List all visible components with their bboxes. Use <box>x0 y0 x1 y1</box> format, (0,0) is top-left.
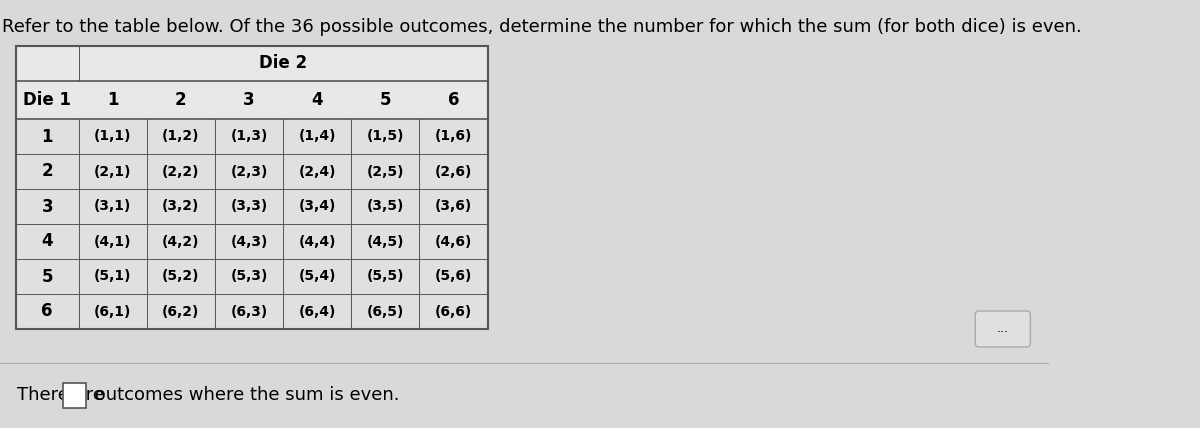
Text: 2: 2 <box>175 91 187 109</box>
Text: (2,6): (2,6) <box>434 164 473 178</box>
Text: 4: 4 <box>41 232 53 250</box>
Text: (4,3): (4,3) <box>230 235 268 249</box>
Text: 4: 4 <box>312 91 323 109</box>
Text: 3: 3 <box>244 91 254 109</box>
Text: (6,1): (6,1) <box>94 304 132 318</box>
Text: (3,3): (3,3) <box>230 199 268 214</box>
Bar <box>16 224 487 259</box>
Text: (3,1): (3,1) <box>94 199 132 214</box>
Text: 1: 1 <box>107 91 119 109</box>
Text: 2: 2 <box>41 163 53 181</box>
Text: (6,5): (6,5) <box>367 304 404 318</box>
Text: (4,1): (4,1) <box>94 235 132 249</box>
Text: 6: 6 <box>448 91 460 109</box>
Text: (5,2): (5,2) <box>162 270 199 283</box>
Text: (6,6): (6,6) <box>434 304 472 318</box>
Text: (2,1): (2,1) <box>94 164 132 178</box>
Text: ...: ... <box>997 323 1009 336</box>
Text: (4,6): (4,6) <box>434 235 473 249</box>
Text: (5,4): (5,4) <box>299 270 336 283</box>
Text: (6,3): (6,3) <box>230 304 268 318</box>
Text: 6: 6 <box>42 303 53 321</box>
Bar <box>16 259 487 294</box>
Text: 1: 1 <box>42 128 53 146</box>
Text: (3,6): (3,6) <box>434 199 472 214</box>
Text: (3,2): (3,2) <box>162 199 199 214</box>
Text: (2,2): (2,2) <box>162 164 199 178</box>
Text: (2,5): (2,5) <box>367 164 404 178</box>
Text: (6,2): (6,2) <box>162 304 199 318</box>
Text: (1,3): (1,3) <box>230 130 268 143</box>
Text: There are: There are <box>18 386 110 404</box>
Bar <box>16 81 487 119</box>
Text: (4,2): (4,2) <box>162 235 199 249</box>
Text: outcomes where the sum is even.: outcomes where the sum is even. <box>89 386 400 404</box>
Text: (6,4): (6,4) <box>299 304 336 318</box>
Text: Die 1: Die 1 <box>23 91 71 109</box>
Text: (3,4): (3,4) <box>299 199 336 214</box>
Text: (2,3): (2,3) <box>230 164 268 178</box>
Text: Refer to the table below. Of the 36 possible outcomes, determine the number for : Refer to the table below. Of the 36 poss… <box>1 18 1081 36</box>
Text: (1,1): (1,1) <box>94 130 132 143</box>
Text: (5,6): (5,6) <box>434 270 473 283</box>
Text: (5,3): (5,3) <box>230 270 268 283</box>
Bar <box>16 119 487 154</box>
Bar <box>16 46 487 81</box>
Text: (2,4): (2,4) <box>299 164 336 178</box>
Text: (4,4): (4,4) <box>299 235 336 249</box>
Bar <box>16 294 487 329</box>
Text: (5,1): (5,1) <box>94 270 132 283</box>
Text: (4,5): (4,5) <box>367 235 404 249</box>
Bar <box>62 383 85 408</box>
Text: (3,5): (3,5) <box>367 199 404 214</box>
FancyBboxPatch shape <box>976 311 1031 347</box>
Text: (5,5): (5,5) <box>367 270 404 283</box>
Bar <box>16 189 487 224</box>
Text: 5: 5 <box>379 91 391 109</box>
Text: (1,4): (1,4) <box>299 130 336 143</box>
Text: 5: 5 <box>42 268 53 285</box>
Text: (1,5): (1,5) <box>367 130 404 143</box>
Bar <box>16 46 487 329</box>
Bar <box>16 154 487 189</box>
Text: (1,2): (1,2) <box>162 130 199 143</box>
Text: Die 2: Die 2 <box>259 54 307 72</box>
Text: 3: 3 <box>41 197 53 216</box>
Text: (1,6): (1,6) <box>434 130 473 143</box>
